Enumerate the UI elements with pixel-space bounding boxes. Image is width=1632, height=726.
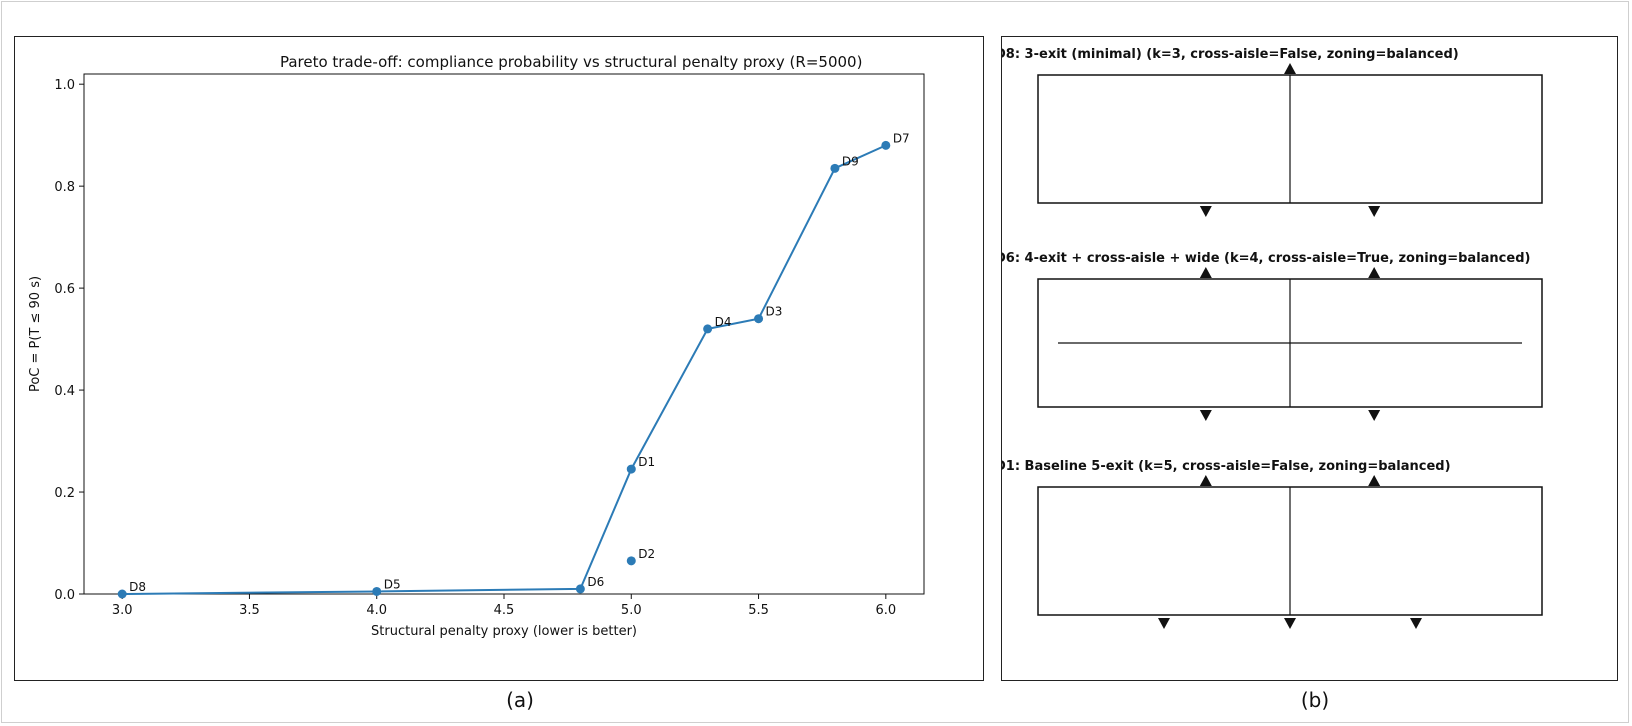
layout-1-exit-top-1 (1284, 63, 1296, 74)
layout-3-exit-bottom-3 (1158, 618, 1170, 629)
point-label-d8: D8 (129, 580, 146, 594)
x-tick-label: 3.0 (112, 603, 133, 618)
layout-diagram-panel: D8: 3-exit (minimal) (k=3, cross-aisle=F… (1001, 36, 1618, 681)
pareto-chart: Pareto trade-off: compliance probability… (28, 53, 925, 639)
data-point-d4 (703, 324, 713, 334)
data-point-d9 (830, 163, 840, 173)
layout-2-exit-top-2 (1368, 267, 1381, 278)
x-tick-label: 5.5 (748, 603, 769, 618)
layout-3-exit-bottom-4 (1284, 618, 1296, 629)
point-label-d3: D3 (766, 305, 783, 319)
y-tick-label: 1.0 (54, 78, 75, 93)
point-label-d4: D4 (715, 315, 732, 329)
y-tick-label: 0.4 (54, 384, 75, 399)
data-point-d3 (754, 314, 764, 324)
chart-title: Pareto trade-off: compliance probability… (280, 53, 862, 71)
data-point-d1 (626, 464, 636, 474)
caption-a: (a) (506, 688, 534, 712)
x-tick-label: 5.0 (621, 603, 642, 618)
layout-2-exit-bottom-4 (1368, 410, 1381, 421)
layout-1-title: D8: 3-exit (minimal) (k=3, cross-aisle=F… (1002, 47, 1459, 62)
data-point-d6 (575, 584, 585, 594)
layout-3-exit-bottom-5 (1410, 618, 1422, 629)
layout-3-exit-top-2 (1368, 475, 1381, 486)
y-tick-label: 0.0 (54, 588, 75, 603)
layout-2-title: D6: 4-exit + cross-aisle + wide (k=4, cr… (1002, 251, 1530, 266)
x-tick-label: 6.0 (875, 603, 896, 618)
data-point-d7 (881, 140, 891, 150)
pareto-frontier-line (122, 144, 887, 595)
layout-diagram: D8: 3-exit (minimal) (k=3, cross-aisle=F… (1002, 47, 1543, 629)
layout-3-title: D1: Baseline 5-exit (k=5, cross-aisle=Fa… (1002, 459, 1451, 474)
layout-3-exit-top-1 (1199, 475, 1212, 486)
data-point-d2 (626, 556, 636, 566)
pareto-chart-panel: Pareto trade-off: compliance probability… (14, 36, 984, 681)
layout-2-exit-bottom-3 (1199, 410, 1212, 421)
layout-1-exit-bottom-2 (1199, 206, 1212, 217)
point-label-d6: D6 (587, 575, 604, 589)
point-label-d7: D7 (893, 131, 910, 145)
y-tick-label: 0.6 (54, 282, 75, 297)
x-tick-label: 4.5 (494, 603, 515, 618)
x-tick-label: 3.5 (239, 603, 260, 618)
point-label-d2: D2 (638, 547, 655, 561)
x-axis-label: Structural penalty proxy (lower is bette… (371, 624, 637, 639)
y-tick-label: 0.2 (54, 486, 75, 501)
x-tick-label: 4.0 (366, 603, 387, 618)
plot-area (83, 73, 925, 595)
point-label-d9: D9 (842, 154, 859, 168)
point-label-d1: D1 (638, 455, 655, 469)
y-tick-label: 0.8 (54, 180, 75, 195)
data-point-d5 (372, 586, 382, 596)
point-label-d5: D5 (384, 577, 401, 591)
y-axis-label: PoC = P(T ≤ 90 s) (28, 276, 43, 392)
caption-b: (b) (1300, 688, 1330, 712)
layout-2-exit-top-1 (1199, 267, 1212, 278)
data-point-d8 (117, 589, 127, 599)
layout-1-exit-bottom-3 (1368, 206, 1381, 217)
